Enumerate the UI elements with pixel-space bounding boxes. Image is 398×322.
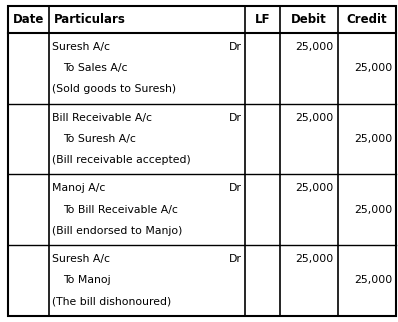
Text: 25,000: 25,000 (296, 183, 334, 193)
Text: Suresh A/c: Suresh A/c (52, 42, 110, 52)
Text: (Bill receivable accepted): (Bill receivable accepted) (52, 155, 191, 165)
Text: Manoj A/c: Manoj A/c (52, 183, 105, 193)
Text: (Bill endorsed to Manjo): (Bill endorsed to Manjo) (52, 226, 182, 236)
Text: 25,000: 25,000 (354, 134, 392, 144)
Text: To Manoj: To Manoj (62, 275, 110, 285)
Text: 25,000: 25,000 (296, 113, 334, 123)
Text: Dr: Dr (228, 254, 242, 264)
Text: Dr: Dr (228, 113, 242, 123)
Text: 25,000: 25,000 (296, 42, 334, 52)
Text: Suresh A/c: Suresh A/c (52, 254, 110, 264)
Text: Date: Date (13, 13, 44, 26)
Text: Bill Receivable A/c: Bill Receivable A/c (52, 113, 152, 123)
Text: To Bill Receivable A/c: To Bill Receivable A/c (62, 204, 178, 214)
Text: Dr: Dr (228, 42, 242, 52)
Text: LF: LF (254, 13, 270, 26)
Text: To Sales A/c: To Sales A/c (62, 63, 127, 73)
Text: (Sold goods to Suresh): (Sold goods to Suresh) (52, 84, 176, 94)
Text: (The bill dishonoured): (The bill dishonoured) (52, 297, 171, 307)
Text: Credit: Credit (347, 13, 387, 26)
Text: 25,000: 25,000 (354, 63, 392, 73)
Text: 25,000: 25,000 (354, 204, 392, 214)
Text: Particulars: Particulars (53, 13, 125, 26)
Text: 25,000: 25,000 (296, 254, 334, 264)
Text: 25,000: 25,000 (354, 275, 392, 285)
Text: To Suresh A/c: To Suresh A/c (62, 134, 135, 144)
Text: Dr: Dr (228, 183, 242, 193)
Text: Debit: Debit (291, 13, 327, 26)
